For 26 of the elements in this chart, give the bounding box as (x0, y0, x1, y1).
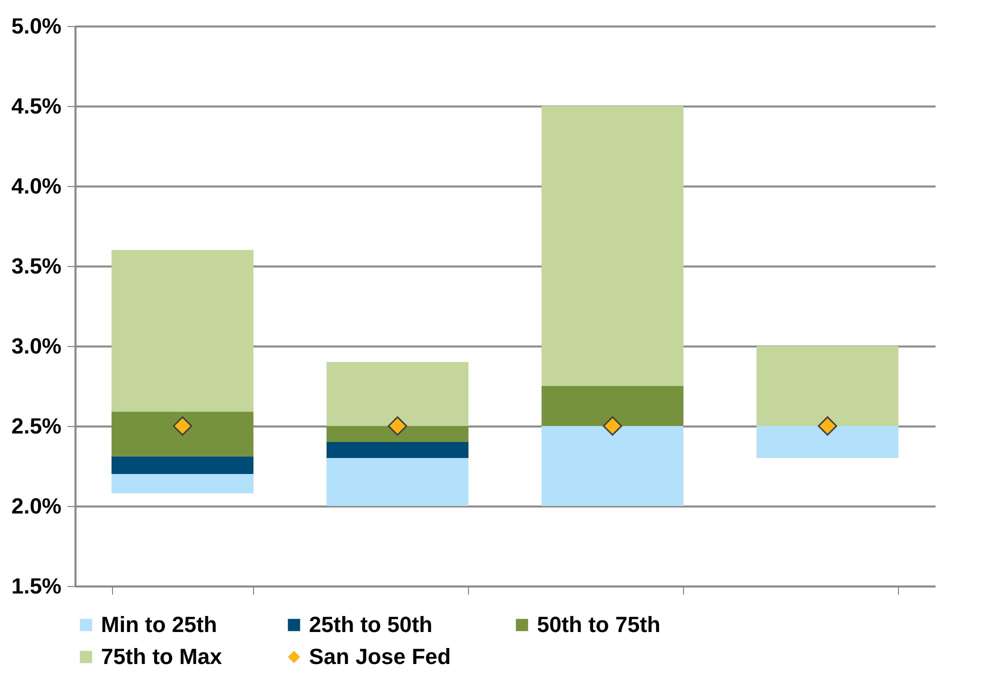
legend-label: 50th to 75th (537, 612, 660, 637)
bar (112, 456, 254, 474)
y-tick-label: 3.0% (11, 334, 62, 358)
bar (112, 412, 254, 456)
legend-label: San Jose Fed (309, 644, 451, 669)
bar (756, 426, 898, 458)
bar (756, 346, 898, 426)
y-tick-label: 2.0% (11, 494, 62, 518)
bar (112, 250, 254, 412)
bar (326, 426, 468, 442)
legend-label: 75th to Max (101, 644, 223, 669)
bar (542, 426, 684, 506)
bar (112, 474, 254, 494)
bar (326, 458, 468, 506)
bar (542, 106, 684, 386)
y-tick-label: 2.5% (11, 414, 62, 438)
bar (326, 442, 468, 458)
y-tick-label: 1.5% (11, 574, 62, 598)
bar (326, 362, 468, 426)
bar (542, 386, 684, 426)
y-tick-label: 4.0% (11, 174, 62, 198)
y-tick-label: 3.5% (11, 254, 62, 278)
legend-label: 25th to 50th (309, 612, 432, 637)
y-tick-label: 5.0% (11, 14, 62, 38)
y-tick-label: 4.5% (11, 94, 62, 118)
legend-label: Min to 25th (101, 612, 218, 637)
